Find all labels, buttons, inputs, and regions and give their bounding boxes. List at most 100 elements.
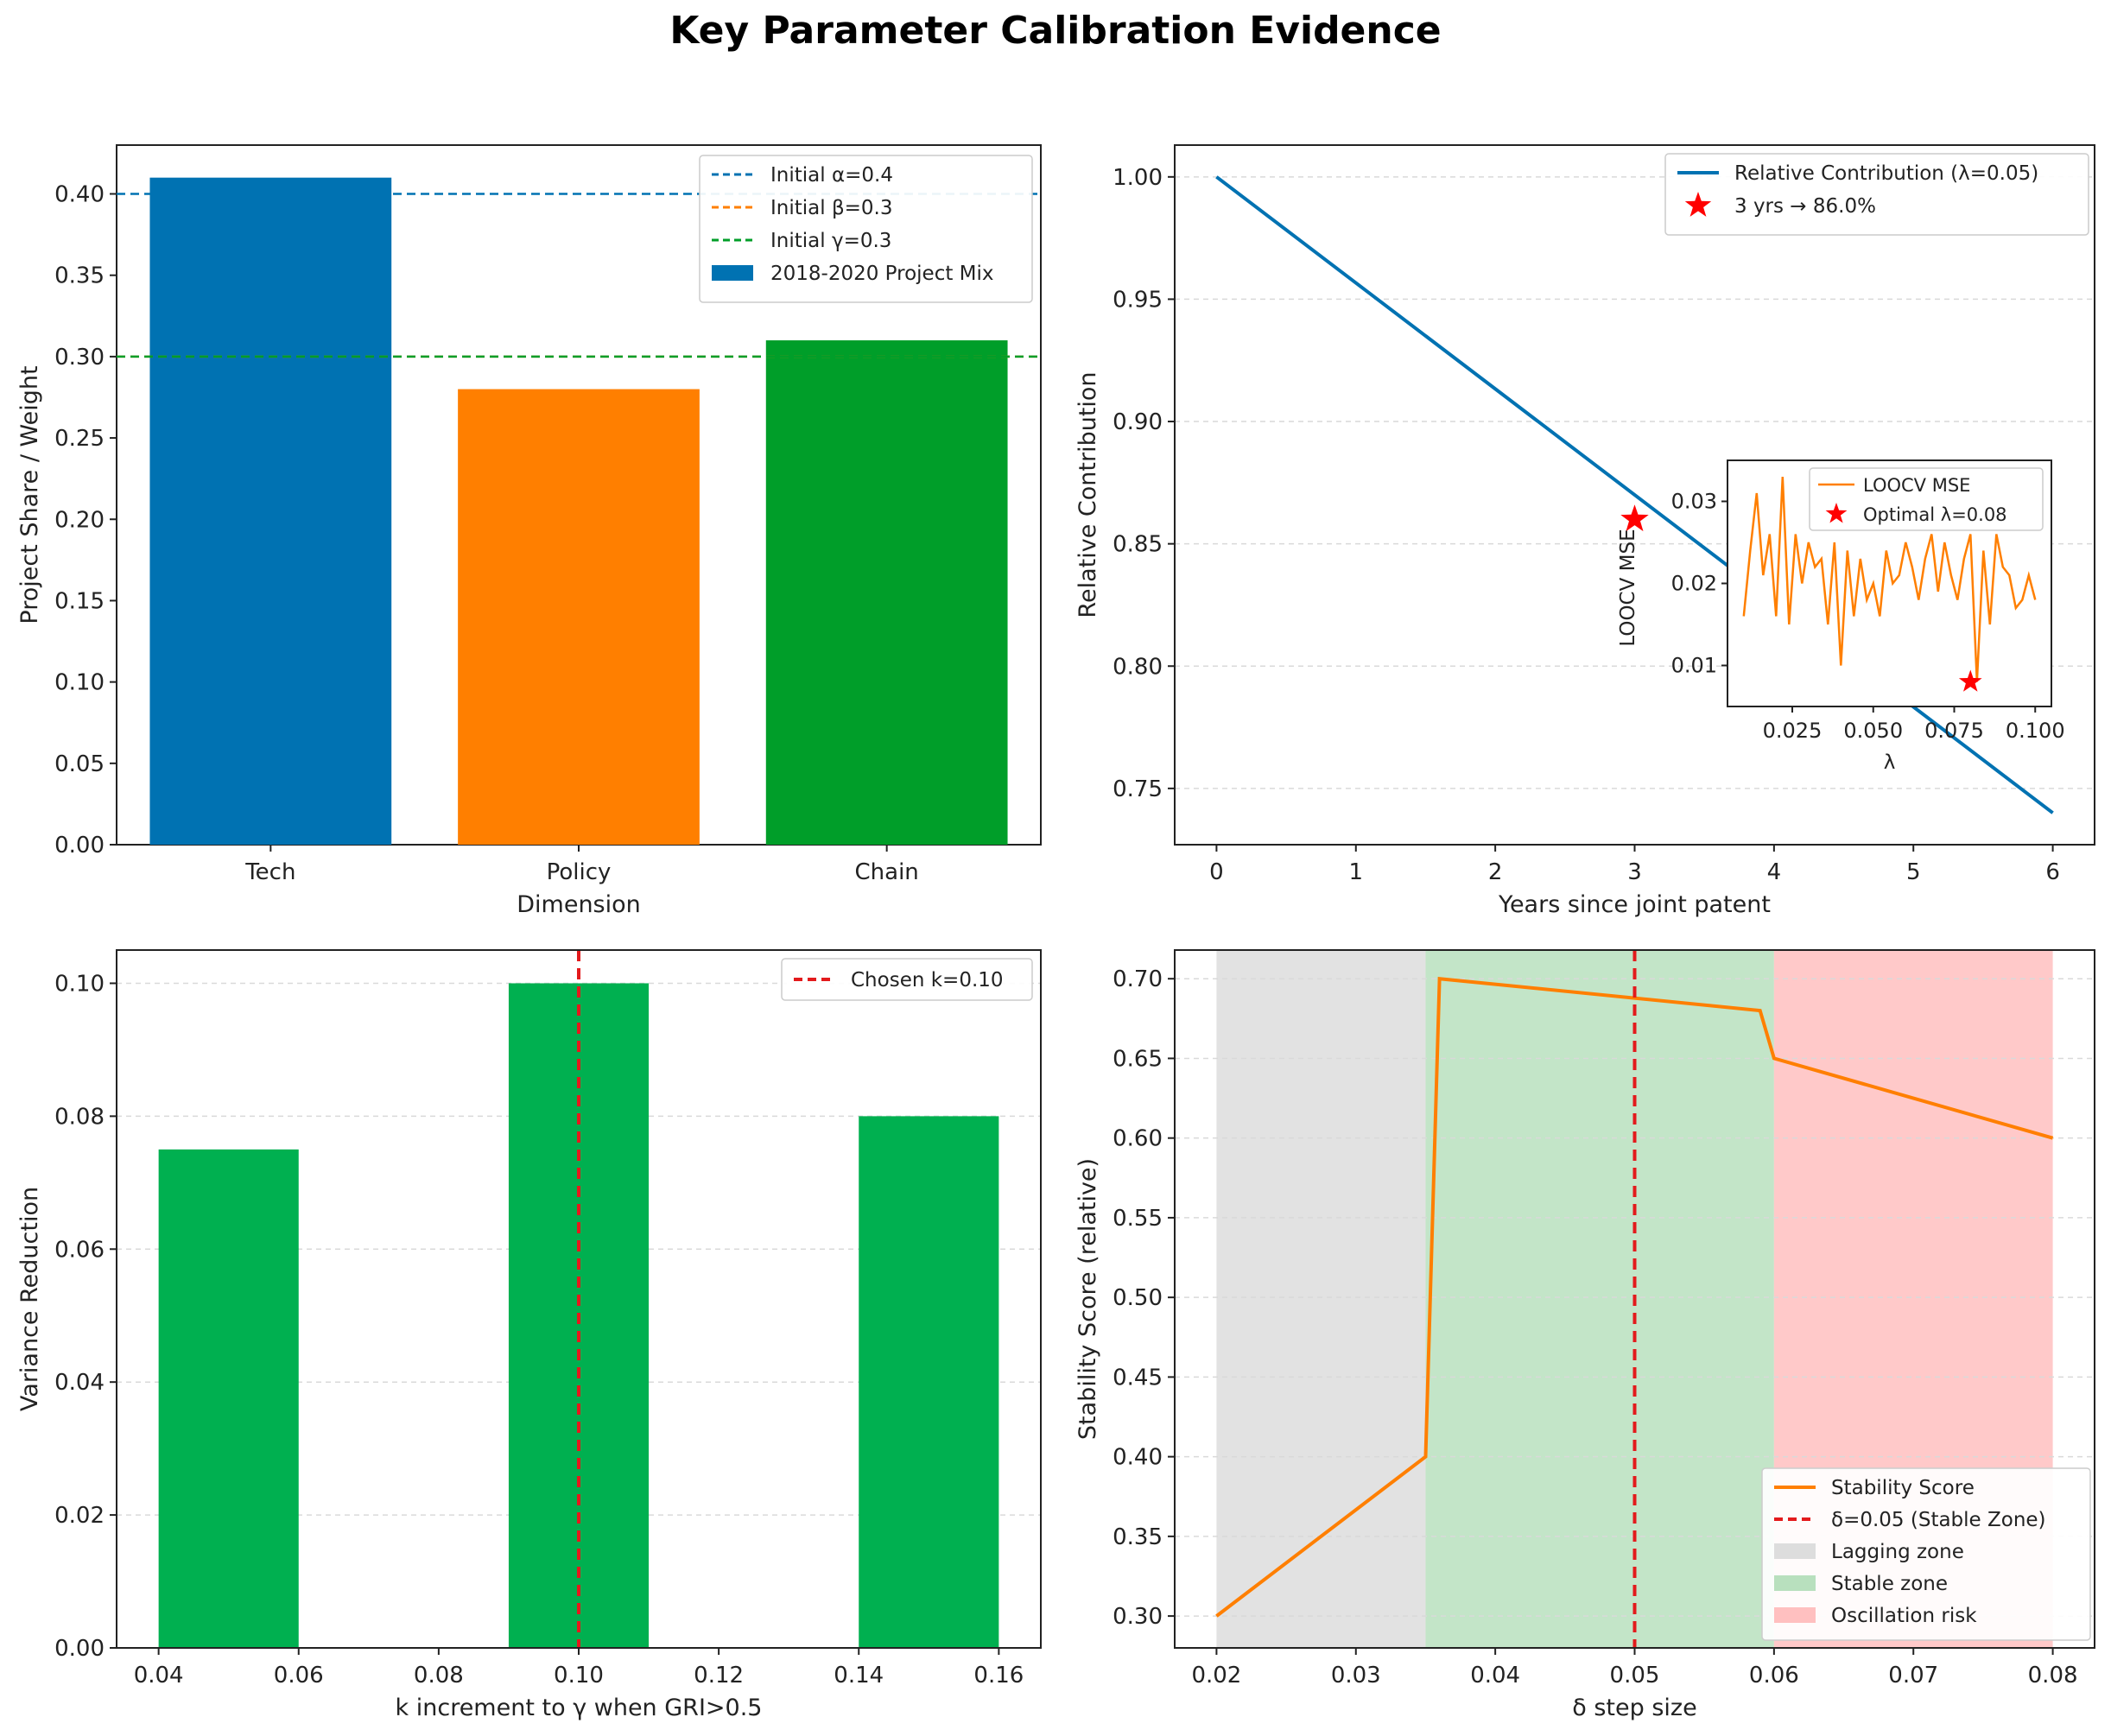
inset-x-tick-label: 0.025 bbox=[1763, 719, 1823, 743]
panel-decay: 0.75 0.80 0.85 0.90 0.95 1.00 Relative Contrib… bbox=[1075, 144, 2095, 918]
y-tick-label: 0.40 bbox=[1113, 1445, 1163, 1471]
zone-lagging-zone bbox=[1216, 950, 1426, 1648]
legend-label: Stability Score bbox=[1831, 1477, 1975, 1499]
inset-y-tick-label: 0.01 bbox=[1671, 654, 1717, 678]
x-tick-label: Tech bbox=[244, 859, 295, 885]
y-tick-label: 0.00 bbox=[54, 1636, 105, 1662]
x-tick-label: 6 bbox=[2045, 859, 2060, 885]
legend-star bbox=[1825, 503, 1848, 523]
x-tick-label: 5 bbox=[1906, 859, 1921, 885]
inset-chart: 0.01 0.02 0.03 0.025 0.050 0.075 0.100 λ LOOCV M… bbox=[1617, 459, 2065, 774]
x-tick-label: Chain bbox=[855, 859, 919, 885]
panel-stability: 0.30 0.35 0.40 0.45 0.50 0.55 0.60 0.65 0.70 Stab… bbox=[1075, 949, 2095, 1721]
y-tick-label: 0.35 bbox=[54, 263, 105, 289]
x-tick-label: 0.07 bbox=[1888, 1663, 1938, 1688]
x-tick-label: 0 bbox=[1209, 859, 1224, 885]
inset-y-tick-label: 0.03 bbox=[1671, 490, 1717, 514]
y-axis-label: Project Share / Weight bbox=[16, 365, 43, 624]
legend-swatch bbox=[1774, 1575, 1816, 1591]
x-axis-label: k increment to γ when GRI>0.5 bbox=[396, 1695, 763, 1721]
x-axis-label: Dimension bbox=[517, 891, 641, 918]
legend-label: Oscillation risk bbox=[1831, 1605, 1977, 1627]
y-axis-label: Relative Contribution bbox=[1075, 371, 1101, 618]
x-tick-label: 0.08 bbox=[414, 1663, 464, 1688]
y-tick-label: 0.30 bbox=[54, 345, 105, 371]
legend-swatch bbox=[1774, 1607, 1816, 1623]
y-tick-label: 0.00 bbox=[54, 833, 105, 858]
x-axis-label: Years since joint patent bbox=[1498, 891, 1771, 918]
bar-chain bbox=[765, 340, 1008, 845]
panel-weights: 0.00 0.05 0.10 0.15 0.20 0.25 0.30 0.35 0.40 Proj… bbox=[16, 144, 1042, 918]
y-tick-label: 0.80 bbox=[1113, 654, 1163, 680]
y-tick-label: 0.85 bbox=[1113, 532, 1163, 558]
y-tick-label: 0.70 bbox=[1113, 966, 1163, 992]
y-tick-label: 0.15 bbox=[54, 588, 105, 614]
x-tick-label: 0.16 bbox=[973, 1663, 1024, 1688]
y-tick-label: 0.35 bbox=[1113, 1524, 1163, 1550]
y-tick-label: 0.60 bbox=[1113, 1126, 1163, 1152]
legend-label: Initial α=0.4 bbox=[770, 164, 893, 187]
x-tick-label: 0.04 bbox=[1470, 1663, 1520, 1688]
x-tick-label: Policy bbox=[547, 859, 612, 885]
legend-label: δ=0.05 (Stable Zone) bbox=[1831, 1509, 2046, 1531]
x-tick-label: 1 bbox=[1348, 859, 1363, 885]
x-tick-label: 3 bbox=[1627, 859, 1642, 885]
legend-label: Initial β=0.3 bbox=[770, 197, 892, 219]
optimal-marker bbox=[1958, 669, 1982, 692]
legend-swatch bbox=[712, 265, 753, 281]
x-tick-label: 0.06 bbox=[1749, 1663, 1799, 1688]
y-tick-label: 0.30 bbox=[1113, 1604, 1163, 1630]
inset-x-axis-label: λ bbox=[1884, 751, 1896, 774]
y-tick-label: 0.65 bbox=[1113, 1046, 1163, 1072]
x-tick-label: 0.08 bbox=[2028, 1663, 2078, 1688]
legend-star bbox=[1684, 192, 1712, 217]
panel-kinc: 0.00 0.02 0.04 0.06 0.08 0.10 Variance Reducti… bbox=[16, 949, 1042, 1721]
x-tick-label: 0.03 bbox=[1331, 1663, 1381, 1688]
x-tick-label: 4 bbox=[1767, 859, 1782, 885]
legend-label: Stable zone bbox=[1831, 1573, 1948, 1595]
y-tick-label: 0.55 bbox=[1113, 1206, 1163, 1232]
zone-stable-zone bbox=[1425, 950, 1774, 1648]
figure-title: Key Parameter Calibration Evidence bbox=[669, 9, 1441, 53]
legend-box bbox=[699, 155, 1033, 303]
legend-label: Initial γ=0.3 bbox=[770, 230, 891, 252]
y-tick-label: 0.90 bbox=[1113, 409, 1163, 435]
y-tick-label: 0.10 bbox=[54, 670, 105, 696]
y-tick-label: 0.06 bbox=[54, 1237, 105, 1263]
y-axis-label: Stability Score (relative) bbox=[1075, 1158, 1101, 1440]
y-tick-label: 0.02 bbox=[54, 1503, 105, 1529]
legend-label: Lagging zone bbox=[1831, 1541, 1964, 1563]
legend-box bbox=[781, 958, 1033, 1001]
y-tick-label: 0.40 bbox=[54, 182, 105, 208]
x-tick-label: 0.12 bbox=[694, 1663, 744, 1688]
loocv-line bbox=[1742, 476, 2037, 682]
legend-box bbox=[1664, 153, 2089, 236]
x-tick-label: 0.10 bbox=[554, 1663, 604, 1688]
bar-policy bbox=[458, 389, 700, 846]
x-tick-label: 0.06 bbox=[274, 1663, 324, 1688]
y-tick-label: 0.05 bbox=[54, 751, 105, 777]
inset-y-tick-label: 0.02 bbox=[1671, 572, 1717, 596]
y-tick-label: 0.20 bbox=[54, 507, 105, 533]
legend-swatch bbox=[1774, 1543, 1816, 1559]
y-tick-label: 0.10 bbox=[54, 971, 105, 997]
x-tick-label: 0.02 bbox=[1191, 1663, 1241, 1688]
variance-bar bbox=[859, 1116, 999, 1648]
y-tick-label: 0.25 bbox=[54, 426, 105, 452]
y-tick-label: 0.50 bbox=[1113, 1285, 1163, 1311]
marker-3yrs bbox=[1620, 504, 1649, 532]
bar-tech bbox=[149, 177, 392, 845]
legend-label: 3 yrs → 86.0% bbox=[1734, 195, 1876, 218]
legend-label: Optimal λ=0.08 bbox=[1863, 504, 2007, 525]
variance-bar bbox=[158, 1149, 299, 1648]
legend-label: Chosen k=0.10 bbox=[851, 969, 1004, 992]
y-tick-label: 0.04 bbox=[54, 1370, 105, 1396]
x-tick-label: 0.14 bbox=[834, 1663, 884, 1688]
x-tick-label: 2 bbox=[1488, 859, 1503, 885]
inset-y-axis-label: LOOCV MSE bbox=[1617, 529, 1639, 646]
y-tick-label: 0.08 bbox=[54, 1104, 105, 1130]
legend-label: 2018-2020 Project Mix bbox=[770, 263, 994, 285]
legend-label: LOOCV MSE bbox=[1863, 475, 1970, 496]
y-tick-label: 0.95 bbox=[1113, 287, 1163, 313]
